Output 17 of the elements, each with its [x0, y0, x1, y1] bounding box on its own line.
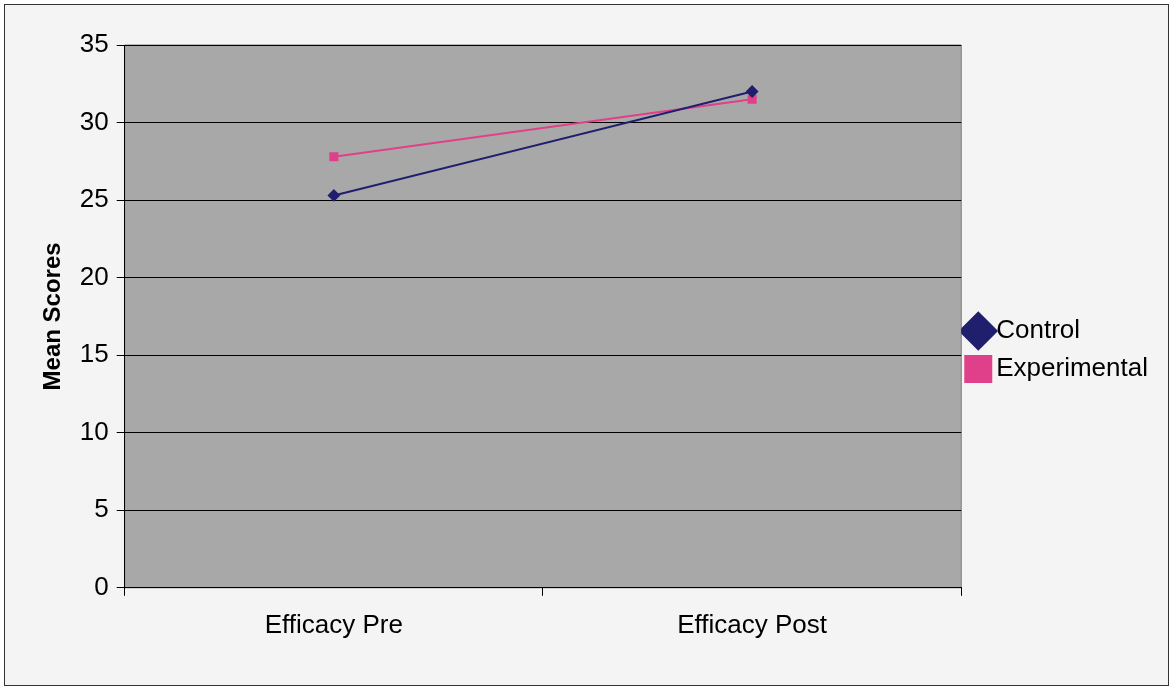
y-tick-label: 30 — [79, 105, 109, 136]
point — [327, 189, 340, 202]
y-tick-label: 20 — [79, 260, 109, 291]
point — [747, 94, 757, 104]
y-tick-label: 15 — [79, 338, 109, 369]
legend-label: Experimental — [996, 352, 1148, 383]
point — [746, 85, 759, 98]
y-axis-title: Mean Scores — [38, 242, 66, 391]
legend-label: Control — [996, 314, 1081, 345]
y-tick-label: 5 — [94, 493, 109, 524]
x-tick-label: Efficacy Pre — [264, 608, 403, 639]
y-tick-label: 10 — [79, 415, 109, 446]
y-tick-label: 25 — [79, 183, 109, 214]
x-tick-label: Efficacy Post — [677, 608, 828, 639]
y-tick-label: 0 — [94, 570, 109, 601]
point — [329, 152, 339, 162]
y-tick-label: 35 — [79, 28, 109, 59]
